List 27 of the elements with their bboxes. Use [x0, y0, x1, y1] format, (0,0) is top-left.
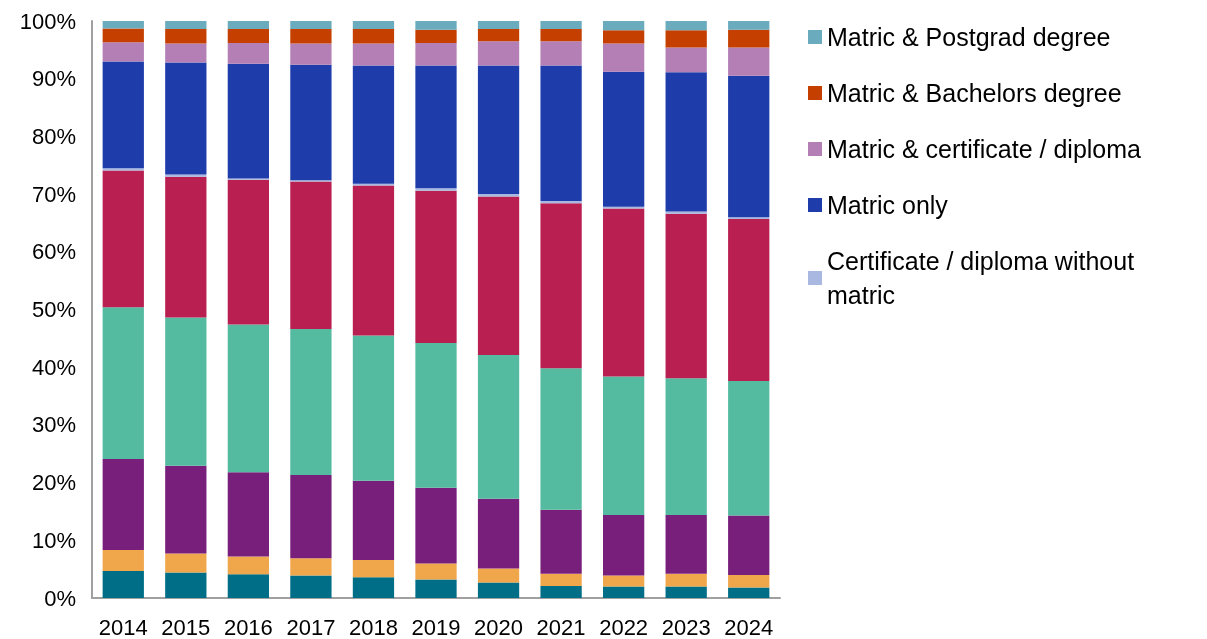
x-tick-label: 2016	[223, 614, 273, 639]
x-tick-label: 2023	[661, 614, 711, 639]
x-tick-label: 2017	[286, 614, 336, 639]
y-tick-label: 20%	[31, 470, 76, 496]
y-tick-label: 50%	[31, 297, 76, 322]
legend-label: Matric & Postgrad degree	[827, 23, 1111, 51]
x-tick-label: 2022	[599, 614, 649, 639]
legend-label: Matric only	[827, 191, 949, 219]
x-tick-label: 2018	[348, 614, 398, 639]
legend-label: Matric & certificate / diploma	[827, 135, 1142, 163]
x-tick-label: 2019	[411, 614, 461, 639]
x-tick-label: 2015	[161, 614, 211, 639]
y-tick-label: 40%	[31, 354, 76, 380]
legend-label: Certificate / diploma without matric	[827, 247, 1142, 309]
x-tick-label: 2020	[474, 614, 524, 639]
x-tick-label: 2021	[536, 614, 586, 639]
x-tick-label: 2014	[98, 614, 148, 639]
y-tick-label: 90%	[31, 66, 76, 92]
y-tick-label: 100%	[19, 8, 76, 34]
y-tick-label: 60%	[31, 239, 76, 265]
y-tick-label: 30%	[31, 412, 76, 438]
y-tick-label: 80%	[31, 123, 76, 149]
y-tick-label: 70%	[31, 181, 76, 207]
x-tick-label: 2024	[724, 614, 774, 639]
y-tick-label: 0%	[44, 585, 76, 611]
legend-label: Matric & Bachelors degree	[827, 79, 1122, 107]
y-tick-label: 10%	[31, 527, 76, 553]
